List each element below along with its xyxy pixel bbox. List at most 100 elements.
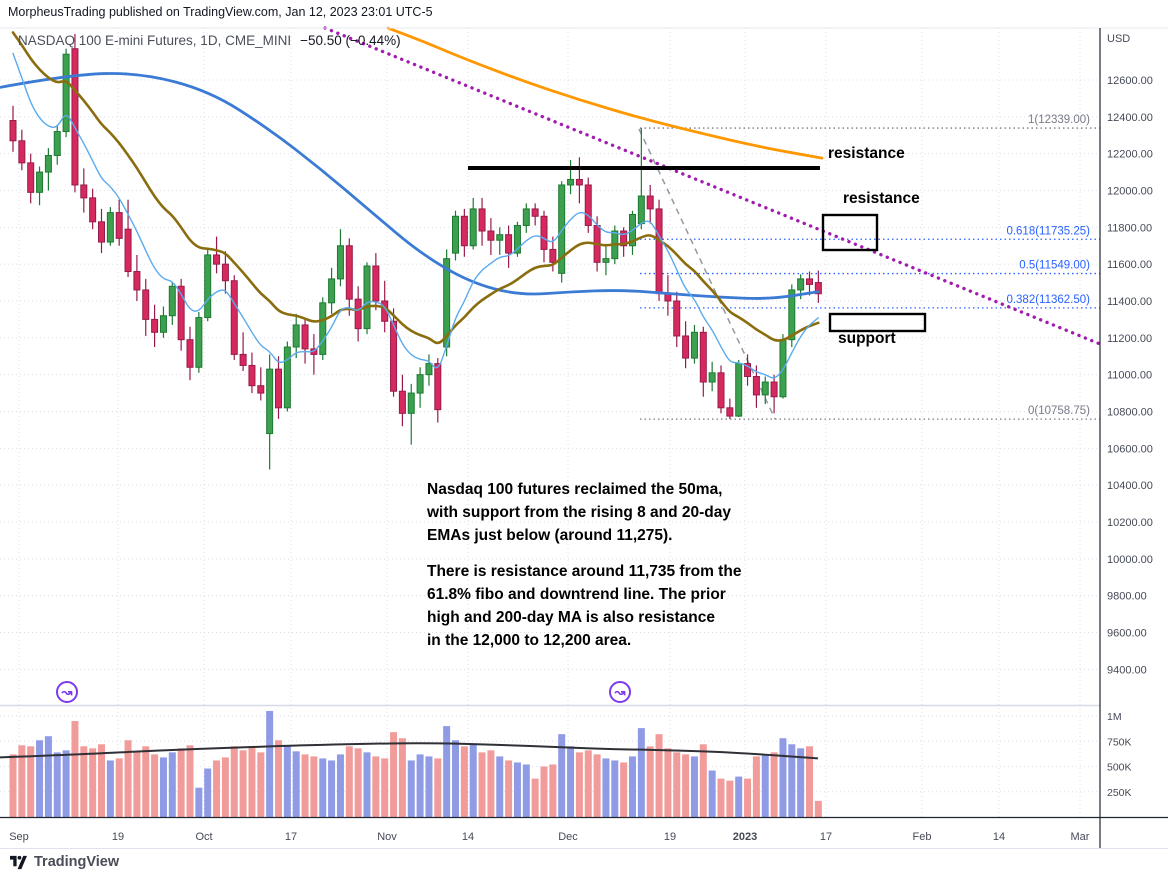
volume-bar <box>230 746 238 817</box>
volume-bar <box>770 752 778 817</box>
candle-body <box>372 265 380 302</box>
volume-tick-label: 250K <box>1107 787 1132 799</box>
volume-bar <box>814 800 822 817</box>
fib-level-label: 0.382(11362.50) <box>1006 294 1090 306</box>
volume-bar <box>292 751 300 817</box>
volume-bar <box>646 746 654 817</box>
volume-bar <box>195 787 203 817</box>
volume-bar <box>301 754 309 817</box>
volume-bar <box>567 746 575 817</box>
candle-body <box>575 178 583 186</box>
contract-rollover-icon[interactable]: ↝ <box>56 681 78 703</box>
candle-body <box>425 363 433 376</box>
candle-body <box>416 374 424 394</box>
candle-body <box>434 363 442 411</box>
volume-bar <box>283 746 291 817</box>
volume-bar <box>159 757 167 817</box>
axis-labels: 12600.00 12400.00 12200.00 12000.00 11800.00… <box>9 75 1153 843</box>
symbol-name: NASDAQ 100 E-mini Futures, 1D, CME_MINI <box>18 33 292 48</box>
candle-body <box>106 212 114 243</box>
support-box <box>828 312 927 333</box>
volume-bar <box>98 744 105 817</box>
volume-bar <box>27 746 35 817</box>
volume-bar <box>452 740 459 817</box>
time-tick-label: Oct <box>195 831 212 843</box>
volume-bar <box>460 746 468 817</box>
volume-bar <box>9 754 17 817</box>
candle-body <box>336 245 344 280</box>
volume-bar <box>752 756 760 817</box>
fib-level-label: 0.618(11735.25) <box>1006 225 1090 237</box>
time-tick-label: Feb <box>913 831 932 843</box>
moving-averages <box>0 26 824 379</box>
volume-bar <box>390 732 398 817</box>
volume-bar <box>71 721 79 817</box>
volume-bar <box>328 760 336 817</box>
candle-body <box>275 368 282 409</box>
drawings <box>323 26 1102 346</box>
candle-body <box>469 208 477 247</box>
volume-bar <box>735 776 743 817</box>
volume-bar <box>354 748 362 817</box>
volume-bar <box>186 745 194 817</box>
candle-body <box>301 324 309 350</box>
volume-bar <box>425 756 433 817</box>
candle-body <box>98 221 105 243</box>
resistance-label-2: resistance <box>843 190 920 207</box>
volume-bar <box>266 710 274 817</box>
candle-body <box>133 271 141 291</box>
candle-body <box>248 364 256 387</box>
candle-body <box>646 195 654 210</box>
candle-body <box>407 392 415 414</box>
volume-bar <box>213 760 221 817</box>
volume-bar <box>682 754 690 817</box>
volume-bar <box>673 752 681 817</box>
candle-body <box>717 372 725 409</box>
volume-bar <box>36 740 44 817</box>
price-tick-label: 11400.00 <box>1107 296 1152 308</box>
candle-body <box>159 315 167 333</box>
candle-body <box>761 381 769 396</box>
ema8-line <box>12 52 820 379</box>
volume-bar <box>496 756 504 817</box>
candle-body <box>239 353 247 366</box>
sma200-line <box>386 26 824 160</box>
candle-body <box>44 155 52 173</box>
volume-bar <box>788 744 796 817</box>
svg-text:↝: ↝ <box>614 685 626 700</box>
time-tick-label: Nov <box>377 831 397 843</box>
price-tick-label: 12200.00 <box>1107 149 1153 161</box>
price-tick-label: 10600.00 <box>1107 443 1153 455</box>
time-tick-label: 19 <box>112 831 124 843</box>
volume-bar <box>62 750 70 817</box>
gridlines <box>0 28 1100 817</box>
tradingview-logo[interactable]: TradingView <box>10 854 119 870</box>
time-tick-label: 2023 <box>733 831 757 843</box>
candle-body <box>531 208 539 217</box>
volume-bar <box>655 734 663 817</box>
candle-body <box>363 265 371 330</box>
tradingview-logo-icon <box>10 855 27 869</box>
candle-body <box>513 224 521 254</box>
volume-bar <box>806 746 813 817</box>
candle-body <box>752 376 760 396</box>
volume-bar <box>44 736 52 817</box>
volume-bar <box>310 756 318 817</box>
analysis-paragraph-2: There is resistance around 11,735 from t… <box>427 563 742 649</box>
candle-body <box>186 339 194 368</box>
symbol-title[interactable]: NASDAQ 100 E-mini Futures, 1D, CME_MINI −… <box>18 33 401 48</box>
contract-rollover-icon[interactable]: ↝ <box>609 681 631 703</box>
candle-body <box>558 184 566 274</box>
price-tick-label: 9400.00 <box>1107 664 1147 676</box>
price-tick-label: 10200.00 <box>1107 517 1153 529</box>
volume-bar <box>248 747 256 817</box>
candle-body <box>797 278 805 291</box>
contract-markers: ↝ ↝ <box>56 681 631 703</box>
volume-bar <box>53 752 61 817</box>
candle-body <box>124 228 132 273</box>
price-tick-label: 10400.00 <box>1107 480 1153 492</box>
candle-body <box>567 178 575 186</box>
volume-bar <box>584 750 592 817</box>
